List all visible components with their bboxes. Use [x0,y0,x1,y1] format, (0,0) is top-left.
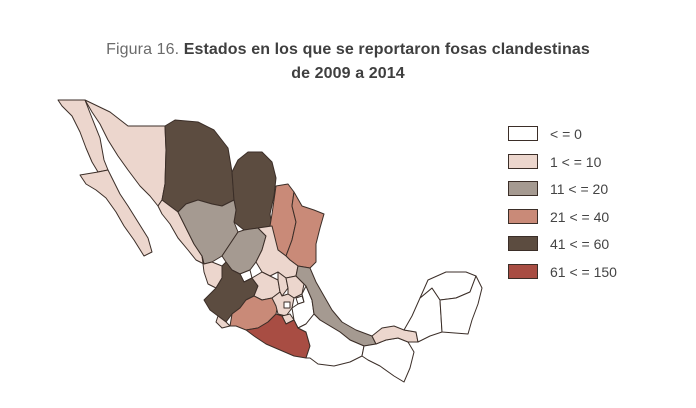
figure-title-text-1: Estados en los que se reportaron fosas c… [183,41,590,58]
legend-label: 21 < = 40 [550,208,610,225]
state-chiapas [361,337,415,383]
legend-item: 41 < = 60 [508,234,678,254]
state-cdmx [283,301,291,309]
state-quintana-roo [439,275,483,335]
legend-label: 1 < = 10 [550,153,602,170]
state-baja-california-sur [79,169,153,257]
state-chihuahua [161,119,235,213]
figure-number: Figura 16. [106,41,180,58]
legend-label: 11 < = 20 [550,181,609,198]
legend-swatch [508,236,538,252]
legend-swatch [508,208,538,224]
state-sonora [84,99,167,207]
legend: < = 0 1 < = 10 11 < = 20 21 < = 40 41 < … [508,124,678,290]
figure-title-line1: Figura 16. Estados en los que se reporta… [0,38,696,62]
figure-title: Figura 16. Estados en los que se reporta… [0,38,696,86]
legend-item: 1 < = 10 [508,152,678,172]
figure-title-text-2: de 2009 a 2014 [291,65,405,82]
legend-swatch [508,153,538,169]
legend-item: 61 < = 150 [508,262,678,282]
legend-swatch [508,126,538,141]
legend-item: 21 < = 40 [508,207,678,227]
state-coahuila [231,151,277,231]
legend-swatch [508,181,538,197]
legend-swatch [508,263,538,279]
legend-label: 41 < = 60 [550,236,610,253]
legend-item: 11 < = 20 [508,179,678,199]
legend-item: < = 0 [508,124,678,144]
legend-label: 61 < = 150 [550,263,617,280]
legend-label: < = 0 [550,126,582,142]
state-estado-de-mexico [271,291,295,317]
state-colima [215,315,231,329]
